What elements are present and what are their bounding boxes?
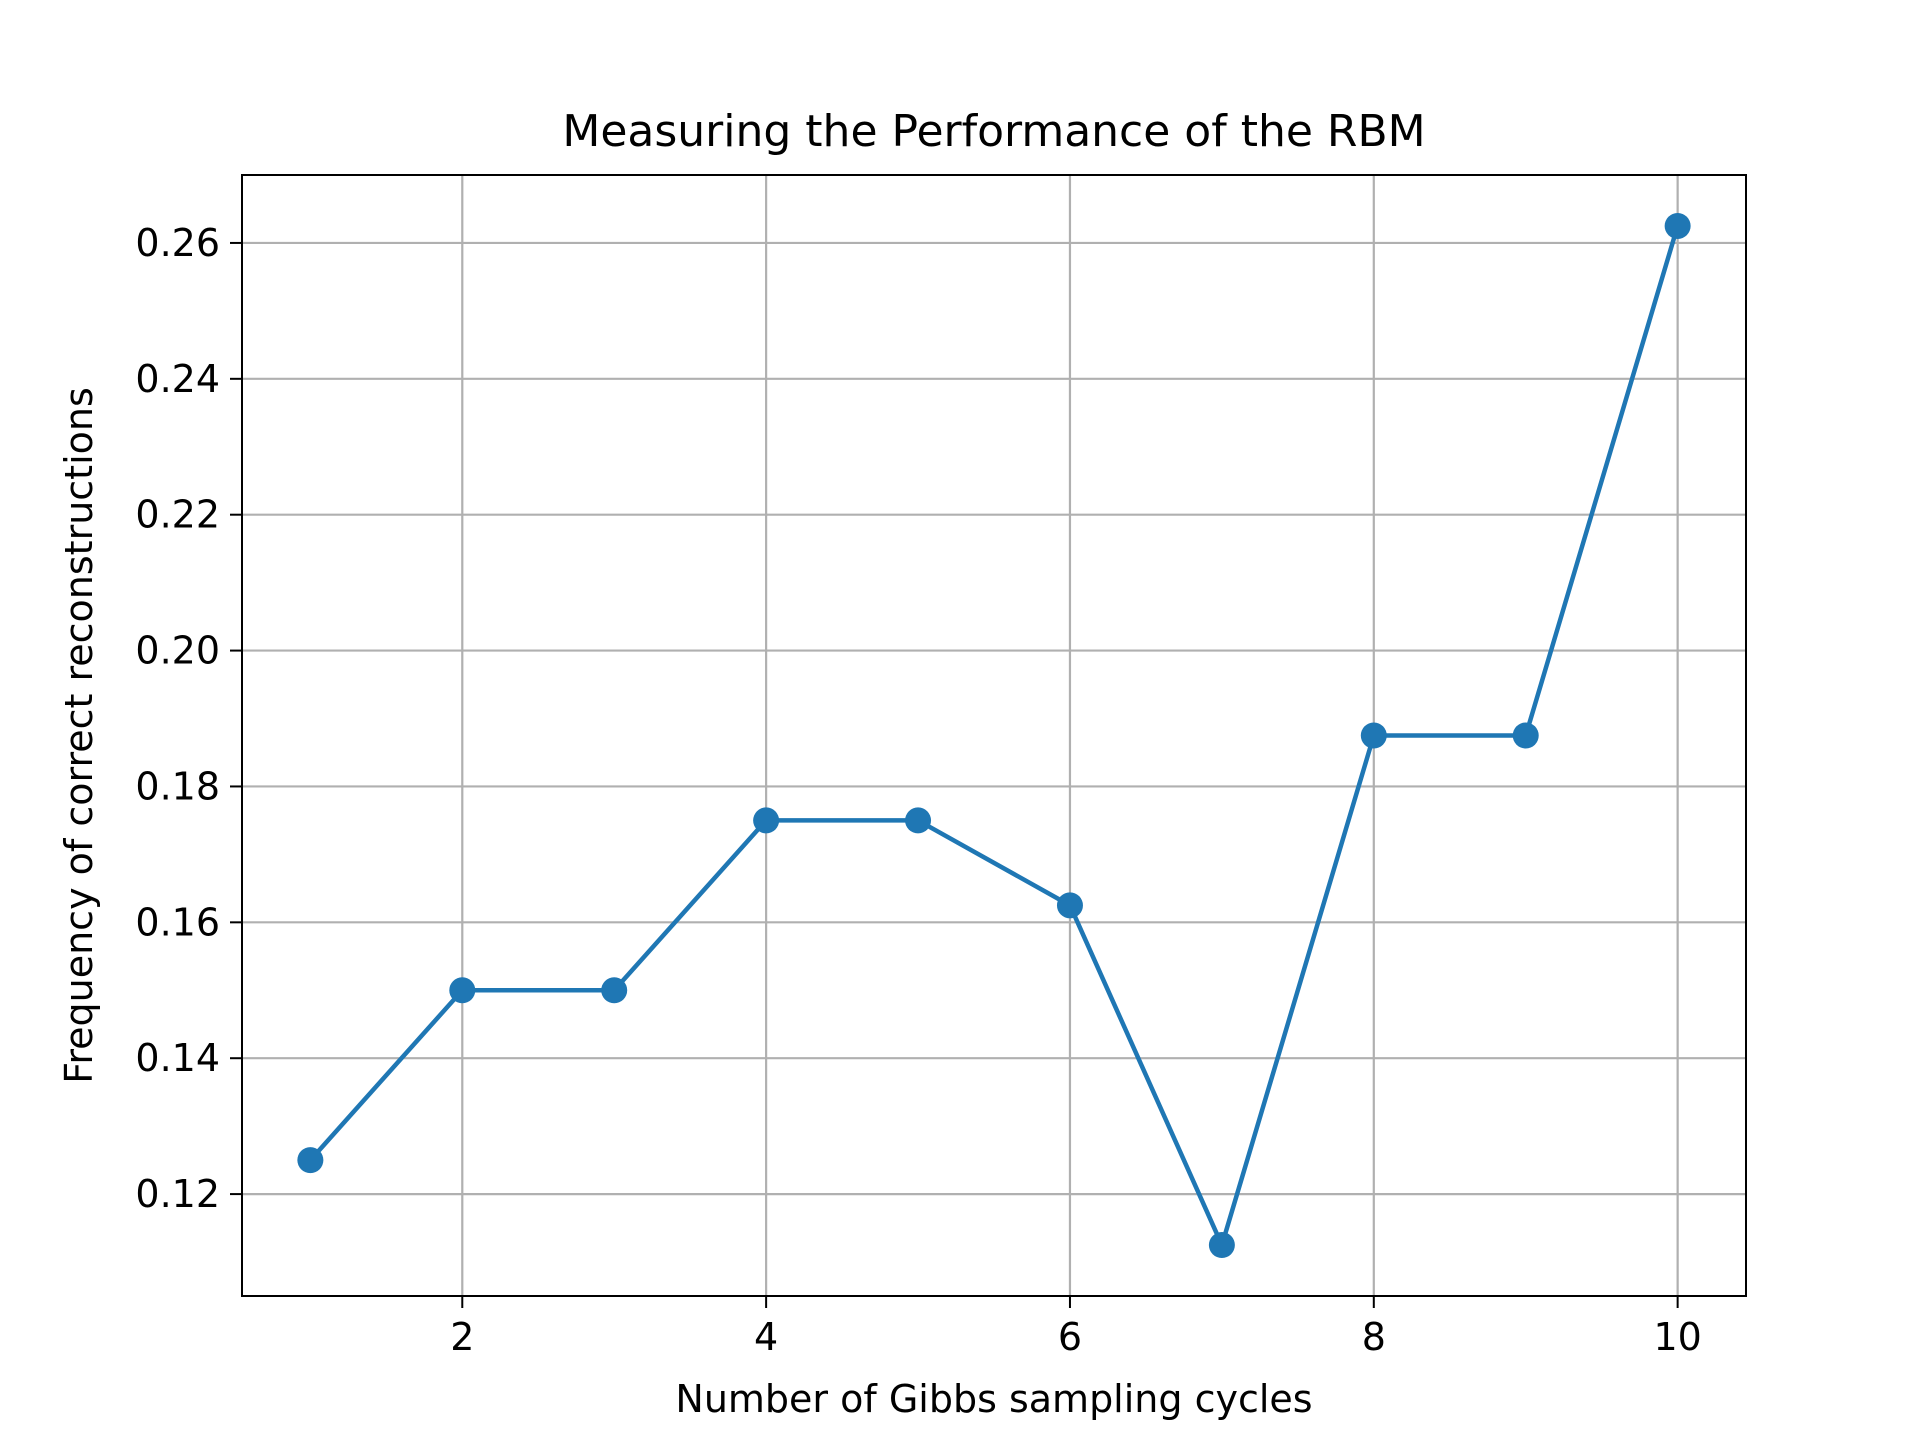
data-point [753,807,780,834]
y-tick-label: 0.26 [135,221,220,265]
y-tick-label: 0.12 [135,1172,220,1216]
grid [242,175,1746,1296]
data-point [1360,722,1387,749]
plot-frame [241,174,1747,1297]
ticks: 2 4 6 8 10 0.12 0.14 0.16 0.18 0.20 0.22 0.24 0.26 [135,221,1701,1359]
x-tick-label: 10 [1653,1315,1701,1359]
data-point [1056,892,1083,919]
series-line [308,225,1680,1248]
data-point [297,1147,324,1174]
y-axis-label: Frequency of correct reconstructions [57,387,101,1084]
y-tick-label: 0.22 [135,493,220,537]
data-point [1512,722,1539,749]
data-point [449,977,476,1004]
data-point [601,977,628,1004]
data-point [1208,1232,1235,1259]
y-tick-label: 0.18 [135,764,220,808]
y-tick-label: 0.16 [135,900,220,944]
x-tick-label: 6 [1058,1315,1082,1359]
x-tick-label: 4 [754,1315,778,1359]
y-tick-label: 0.14 [135,1036,220,1080]
data-point [1664,212,1691,239]
series-layer [297,212,1691,1259]
chart-title: Measuring the Performance of the RBM [562,106,1425,157]
data-point [905,807,932,834]
y-tick-label: 0.24 [135,357,220,401]
y-tick-label: 0.20 [135,629,220,673]
x-tick-label: 8 [1362,1315,1386,1359]
x-tick-label: 2 [450,1315,474,1359]
x-axis-label: Number of Gibbs sampling cycles [675,1377,1312,1421]
